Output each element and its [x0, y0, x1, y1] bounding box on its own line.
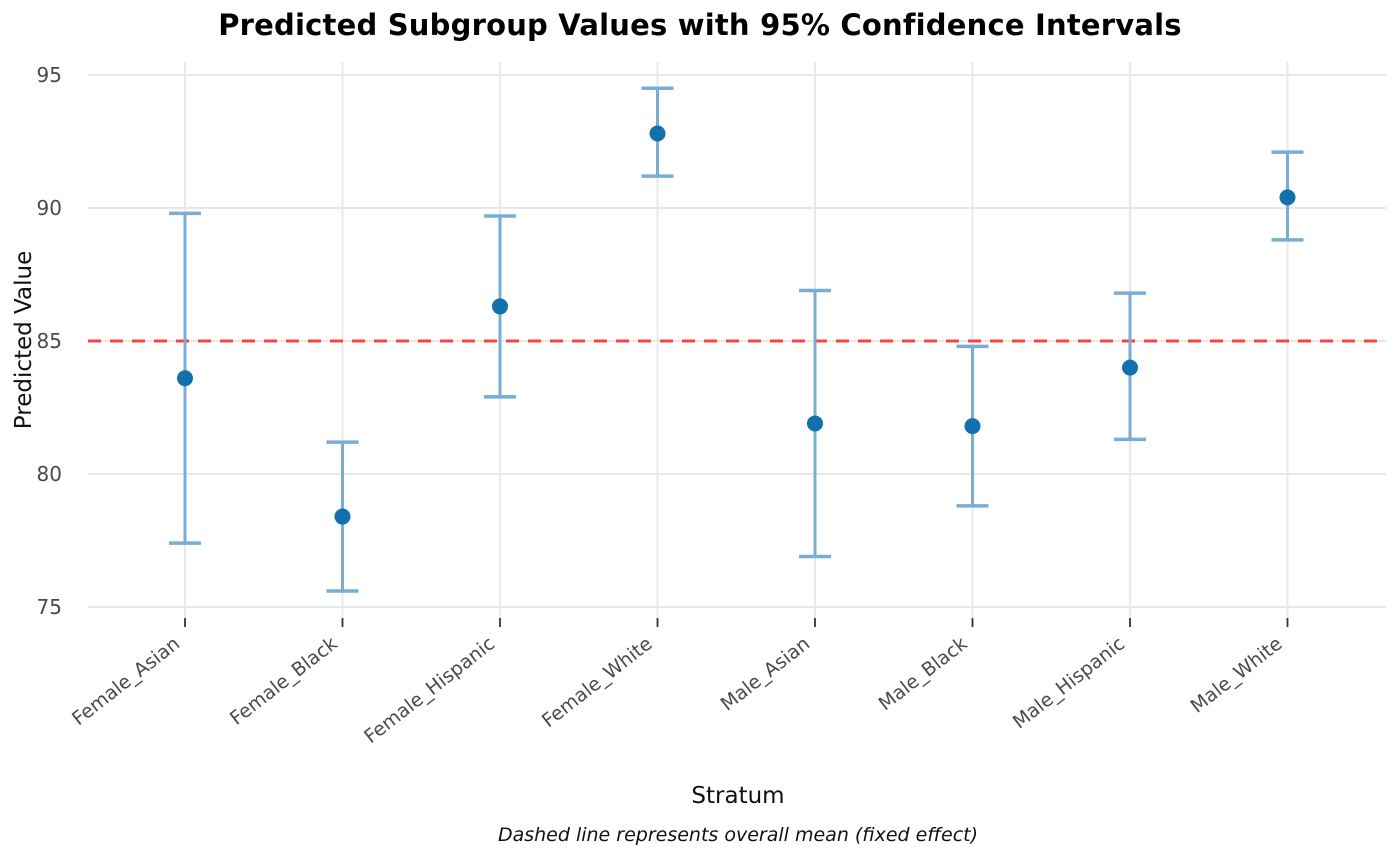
y-tick-label: 75 [37, 595, 62, 619]
x-tick-label: Male_White [1187, 633, 1287, 718]
x-tick-label: Female_Asian [68, 633, 184, 730]
x-axis-title: Stratum [691, 783, 785, 809]
footnote-caption: Dashed line represents overall mean (fix… [497, 824, 979, 846]
chart-title: Predicted Subgroup Values with 95% Confi… [218, 8, 1182, 42]
y-tick-label: 90 [37, 196, 62, 220]
x-tick-label: Male_Asian [717, 633, 814, 716]
x-tick-label: Male_Hispanic [1009, 633, 1129, 734]
point-Male_Asian [807, 415, 823, 432]
x-tick-label: Female_Black [226, 633, 342, 730]
point-Male_White [1279, 189, 1296, 206]
point-Female_Black [334, 508, 351, 525]
point-Male_Hispanic [1122, 359, 1138, 376]
point-Female_White [649, 125, 666, 142]
y-tick-label: 95 [37, 63, 62, 87]
point-Male_Black [964, 418, 981, 435]
y-tick-label: 80 [37, 462, 62, 486]
point-Female_Asian [177, 370, 193, 387]
x-tick-label: Female_White [538, 633, 657, 732]
point-Female_Hispanic [492, 298, 508, 315]
y-axis-title: Predicted Value [11, 250, 37, 430]
x-tick-label: Male_Black [875, 633, 972, 716]
x-tick-label: Female_Hispanic [360, 633, 499, 748]
y-tick-label: 85 [37, 329, 62, 353]
